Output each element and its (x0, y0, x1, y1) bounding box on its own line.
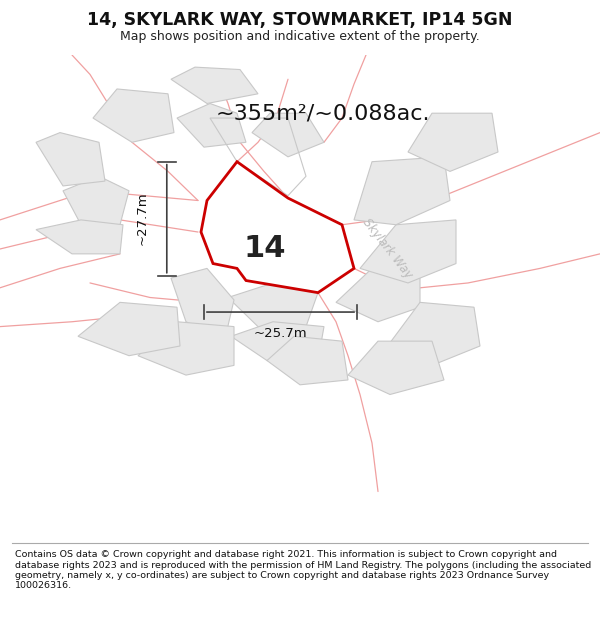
Polygon shape (384, 302, 480, 366)
Text: ~25.7m: ~25.7m (254, 327, 307, 339)
Polygon shape (267, 336, 348, 385)
Text: 14: 14 (243, 234, 286, 263)
Polygon shape (360, 220, 456, 283)
Polygon shape (78, 302, 180, 356)
Polygon shape (93, 89, 174, 142)
Polygon shape (36, 220, 123, 254)
Text: Contains OS data © Crown copyright and database right 2021. This information is : Contains OS data © Crown copyright and d… (15, 550, 591, 591)
Text: Map shows position and indicative extent of the property.: Map shows position and indicative extent… (120, 30, 480, 43)
Text: ~355m²/~0.088ac.: ~355m²/~0.088ac. (216, 103, 431, 123)
Polygon shape (177, 104, 246, 147)
Polygon shape (231, 322, 324, 361)
Polygon shape (36, 132, 105, 186)
Polygon shape (354, 157, 450, 225)
Polygon shape (171, 268, 234, 339)
Polygon shape (408, 113, 498, 171)
Polygon shape (348, 341, 444, 394)
Polygon shape (336, 268, 420, 322)
Text: Skylark Way: Skylark Way (359, 216, 415, 281)
Text: ~27.7m: ~27.7m (136, 192, 149, 246)
Polygon shape (252, 113, 324, 157)
Polygon shape (63, 176, 129, 225)
Polygon shape (138, 322, 234, 375)
Polygon shape (171, 67, 258, 104)
Polygon shape (228, 283, 318, 327)
Polygon shape (201, 162, 354, 292)
Text: 14, SKYLARK WAY, STOWMARKET, IP14 5GN: 14, SKYLARK WAY, STOWMARKET, IP14 5GN (87, 11, 513, 29)
